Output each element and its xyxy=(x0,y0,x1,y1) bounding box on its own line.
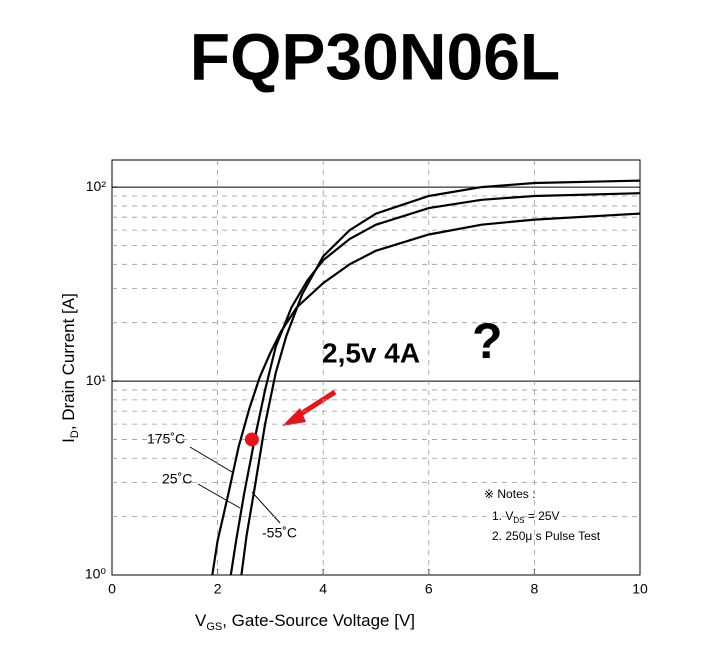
annotation-text: 2,5v 4A xyxy=(322,337,420,368)
note-1-sub: DS xyxy=(513,516,524,525)
note-1-pre: 1. V xyxy=(492,509,513,523)
x-tick-label: 2 xyxy=(214,581,222,597)
arrow xyxy=(282,389,337,426)
series-label: -55˚C xyxy=(262,525,297,541)
x-tick-label: 0 xyxy=(108,581,116,597)
note-1-rest: = 25V xyxy=(524,509,559,523)
arrow-head xyxy=(282,408,306,426)
x-tick-label: 8 xyxy=(531,581,539,597)
notes-title: ※ Notes : xyxy=(484,487,535,501)
plot-frame xyxy=(111,159,641,576)
note-2: 2. 250μ s Pulse Test xyxy=(492,529,601,543)
chart-title: FQP30N06L xyxy=(190,19,560,93)
x-label-sub: GS xyxy=(206,621,222,633)
arrow-shaft xyxy=(294,389,337,420)
y-tick-label: 10⁰ xyxy=(85,566,107,582)
series-label: 25˚C xyxy=(162,471,192,487)
y-tick-label: 10² xyxy=(86,178,107,194)
leader-25 xyxy=(197,483,241,509)
x-label-main: V xyxy=(195,611,207,630)
series-line xyxy=(240,179,641,576)
x-tick-label: 4 xyxy=(319,581,327,597)
x-tick-label: 10 xyxy=(632,581,648,597)
y-label-main: I xyxy=(59,438,78,443)
x-tick-label: 6 xyxy=(425,581,433,597)
note-1: 1. VDS = 25V xyxy=(492,509,560,525)
y-label-rest: , Drain Current [A] xyxy=(59,293,78,430)
y-axis-label: ID, Drain Current [A] xyxy=(59,293,80,443)
y-tick-label: 10¹ xyxy=(86,372,107,388)
leader-55 xyxy=(251,491,281,524)
leader-175 xyxy=(189,446,233,473)
x-axis-label: VGS, Gate-Source Voltage [V] xyxy=(195,611,415,632)
series-line xyxy=(229,192,641,576)
notes: ※ Notes : 1. VDS = 25V 2. 250μ s Pulse T… xyxy=(484,487,601,543)
series-line xyxy=(211,212,641,576)
highlight-point xyxy=(244,432,259,447)
series-label: 175˚C xyxy=(147,431,185,447)
annotation-mark: ? xyxy=(472,313,503,369)
y-label-sub: D xyxy=(69,430,81,438)
x-label-rest: , Gate-Source Voltage [V] xyxy=(222,611,415,630)
